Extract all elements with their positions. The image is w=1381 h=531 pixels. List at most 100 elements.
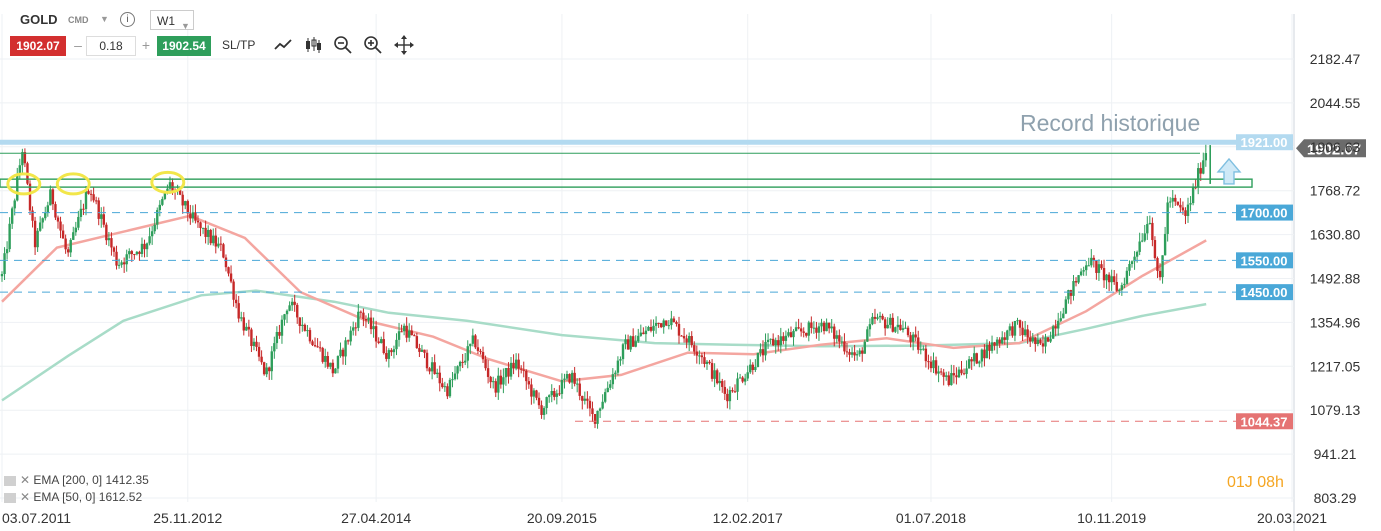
- candle-body: [69, 239, 72, 253]
- candle-body: [901, 328, 905, 330]
- candle-body: [703, 357, 706, 364]
- candle-body: [66, 249, 70, 253]
- candle-body: [240, 317, 243, 319]
- candle-body: [56, 217, 60, 222]
- candle-body: [670, 318, 673, 326]
- candle-body: [1176, 201, 1180, 205]
- decrease-volume-button[interactable]: –: [74, 37, 82, 53]
- candle-body: [385, 353, 388, 359]
- candle-body: [38, 222, 42, 231]
- candle-body: [326, 356, 329, 367]
- sell-price-button[interactable]: 1902.07: [10, 36, 66, 56]
- candle-body: [751, 364, 755, 370]
- candle-body: [978, 361, 981, 364]
- settings-icon[interactable]: [4, 475, 16, 486]
- record-annotation: Record historique: [1020, 110, 1201, 136]
- candle-body: [135, 251, 139, 255]
- settings-icon[interactable]: [4, 492, 16, 503]
- candle-body: [1186, 204, 1190, 216]
- candle-body: [1146, 224, 1149, 234]
- candle-body: [79, 208, 83, 217]
- candle-body: [275, 331, 279, 344]
- candle-body: [970, 359, 973, 362]
- volume-input[interactable]: 0.18: [86, 36, 136, 56]
- candle-body: [469, 343, 472, 347]
- candle-body: [565, 374, 569, 379]
- candle-body: [451, 379, 454, 381]
- candles-icon[interactable]: [302, 34, 324, 56]
- chevron-down-icon[interactable]: ▼: [100, 14, 109, 24]
- candle-body: [257, 346, 261, 357]
- candle-body: [779, 336, 782, 346]
- close-icon[interactable]: ✕: [20, 473, 31, 487]
- candle-body: [784, 335, 788, 341]
- increase-volume-button[interactable]: +: [141, 37, 151, 53]
- candle-body: [945, 375, 948, 377]
- candle-body: [820, 322, 823, 327]
- close-icon[interactable]: ✕: [20, 490, 31, 504]
- candle-body: [698, 355, 701, 357]
- candle-body: [387, 350, 391, 359]
- candle-body: [609, 384, 612, 388]
- candle-body: [1085, 265, 1088, 271]
- buy-price-button[interactable]: 1902.54: [157, 36, 211, 56]
- candle-body: [1008, 326, 1012, 331]
- candle-body: [835, 335, 838, 339]
- candle-body: [909, 335, 912, 342]
- line-chart-icon[interactable]: [272, 34, 294, 56]
- candle-body: [955, 375, 958, 378]
- zoom-in-icon[interactable]: [362, 34, 384, 56]
- candle-body: [886, 324, 889, 329]
- timeframe-select[interactable]: W1 ▼: [150, 10, 194, 31]
- candle-body: [570, 372, 574, 383]
- candle-body: [336, 356, 340, 369]
- candle-body: [41, 218, 44, 223]
- candle-body: [334, 368, 337, 374]
- candle-body: [163, 191, 167, 199]
- candle-body: [122, 262, 126, 265]
- candle-body: [1041, 343, 1045, 347]
- candle-body: [815, 327, 818, 333]
- ema200-label: EMA [200, 0] 1412.35: [33, 473, 149, 487]
- candle-body: [980, 349, 984, 362]
- candle-body: [280, 319, 284, 336]
- info-icon[interactable]: i: [120, 12, 135, 27]
- candle-body: [222, 244, 225, 258]
- candle-body: [782, 336, 785, 341]
- candle-body: [654, 322, 658, 326]
- candle-body: [321, 348, 324, 362]
- ema50-legend[interactable]: ✕ EMA [50, 0] 1612.52: [4, 490, 142, 504]
- candle-body: [380, 339, 383, 343]
- candle-body: [1023, 329, 1027, 336]
- candle-body: [153, 224, 156, 232]
- zoom-out-icon[interactable]: [332, 34, 354, 56]
- candle-body: [881, 315, 884, 320]
- candle-body: [530, 384, 533, 397]
- candle-body: [545, 397, 548, 409]
- candle-body: [937, 371, 940, 374]
- price-levels: 1921.00 1700.00 1550.00 1450.00 1044.37 1902.…: [0, 134, 1366, 430]
- candle-body: [265, 367, 268, 375]
- candle-body: [718, 380, 721, 384]
- move-icon[interactable]: [393, 34, 415, 56]
- candle-body: [237, 303, 240, 319]
- candle-body: [301, 324, 304, 326]
- candle-body: [863, 341, 866, 354]
- candle-body: [1029, 337, 1032, 342]
- x-tick-label: 12.02.2017: [713, 510, 783, 526]
- symbol-name[interactable]: GOLD: [20, 12, 58, 27]
- candle-body: [1082, 270, 1085, 272]
- sl-tp-button[interactable]: SL/TP: [222, 38, 256, 52]
- ema200-legend[interactable]: ✕ EMA [200, 0] 1412.35: [4, 473, 149, 487]
- candle-body: [1067, 290, 1070, 300]
- candle-body: [1204, 153, 1208, 161]
- candle-body: [441, 383, 444, 387]
- candle-body: [331, 362, 335, 374]
- candle-body: [1006, 330, 1009, 340]
- candle-body: [492, 381, 495, 383]
- candle-body: [117, 264, 121, 266]
- candle-body: [889, 317, 892, 325]
- candle-body: [708, 361, 711, 364]
- candle-body: [214, 235, 217, 247]
